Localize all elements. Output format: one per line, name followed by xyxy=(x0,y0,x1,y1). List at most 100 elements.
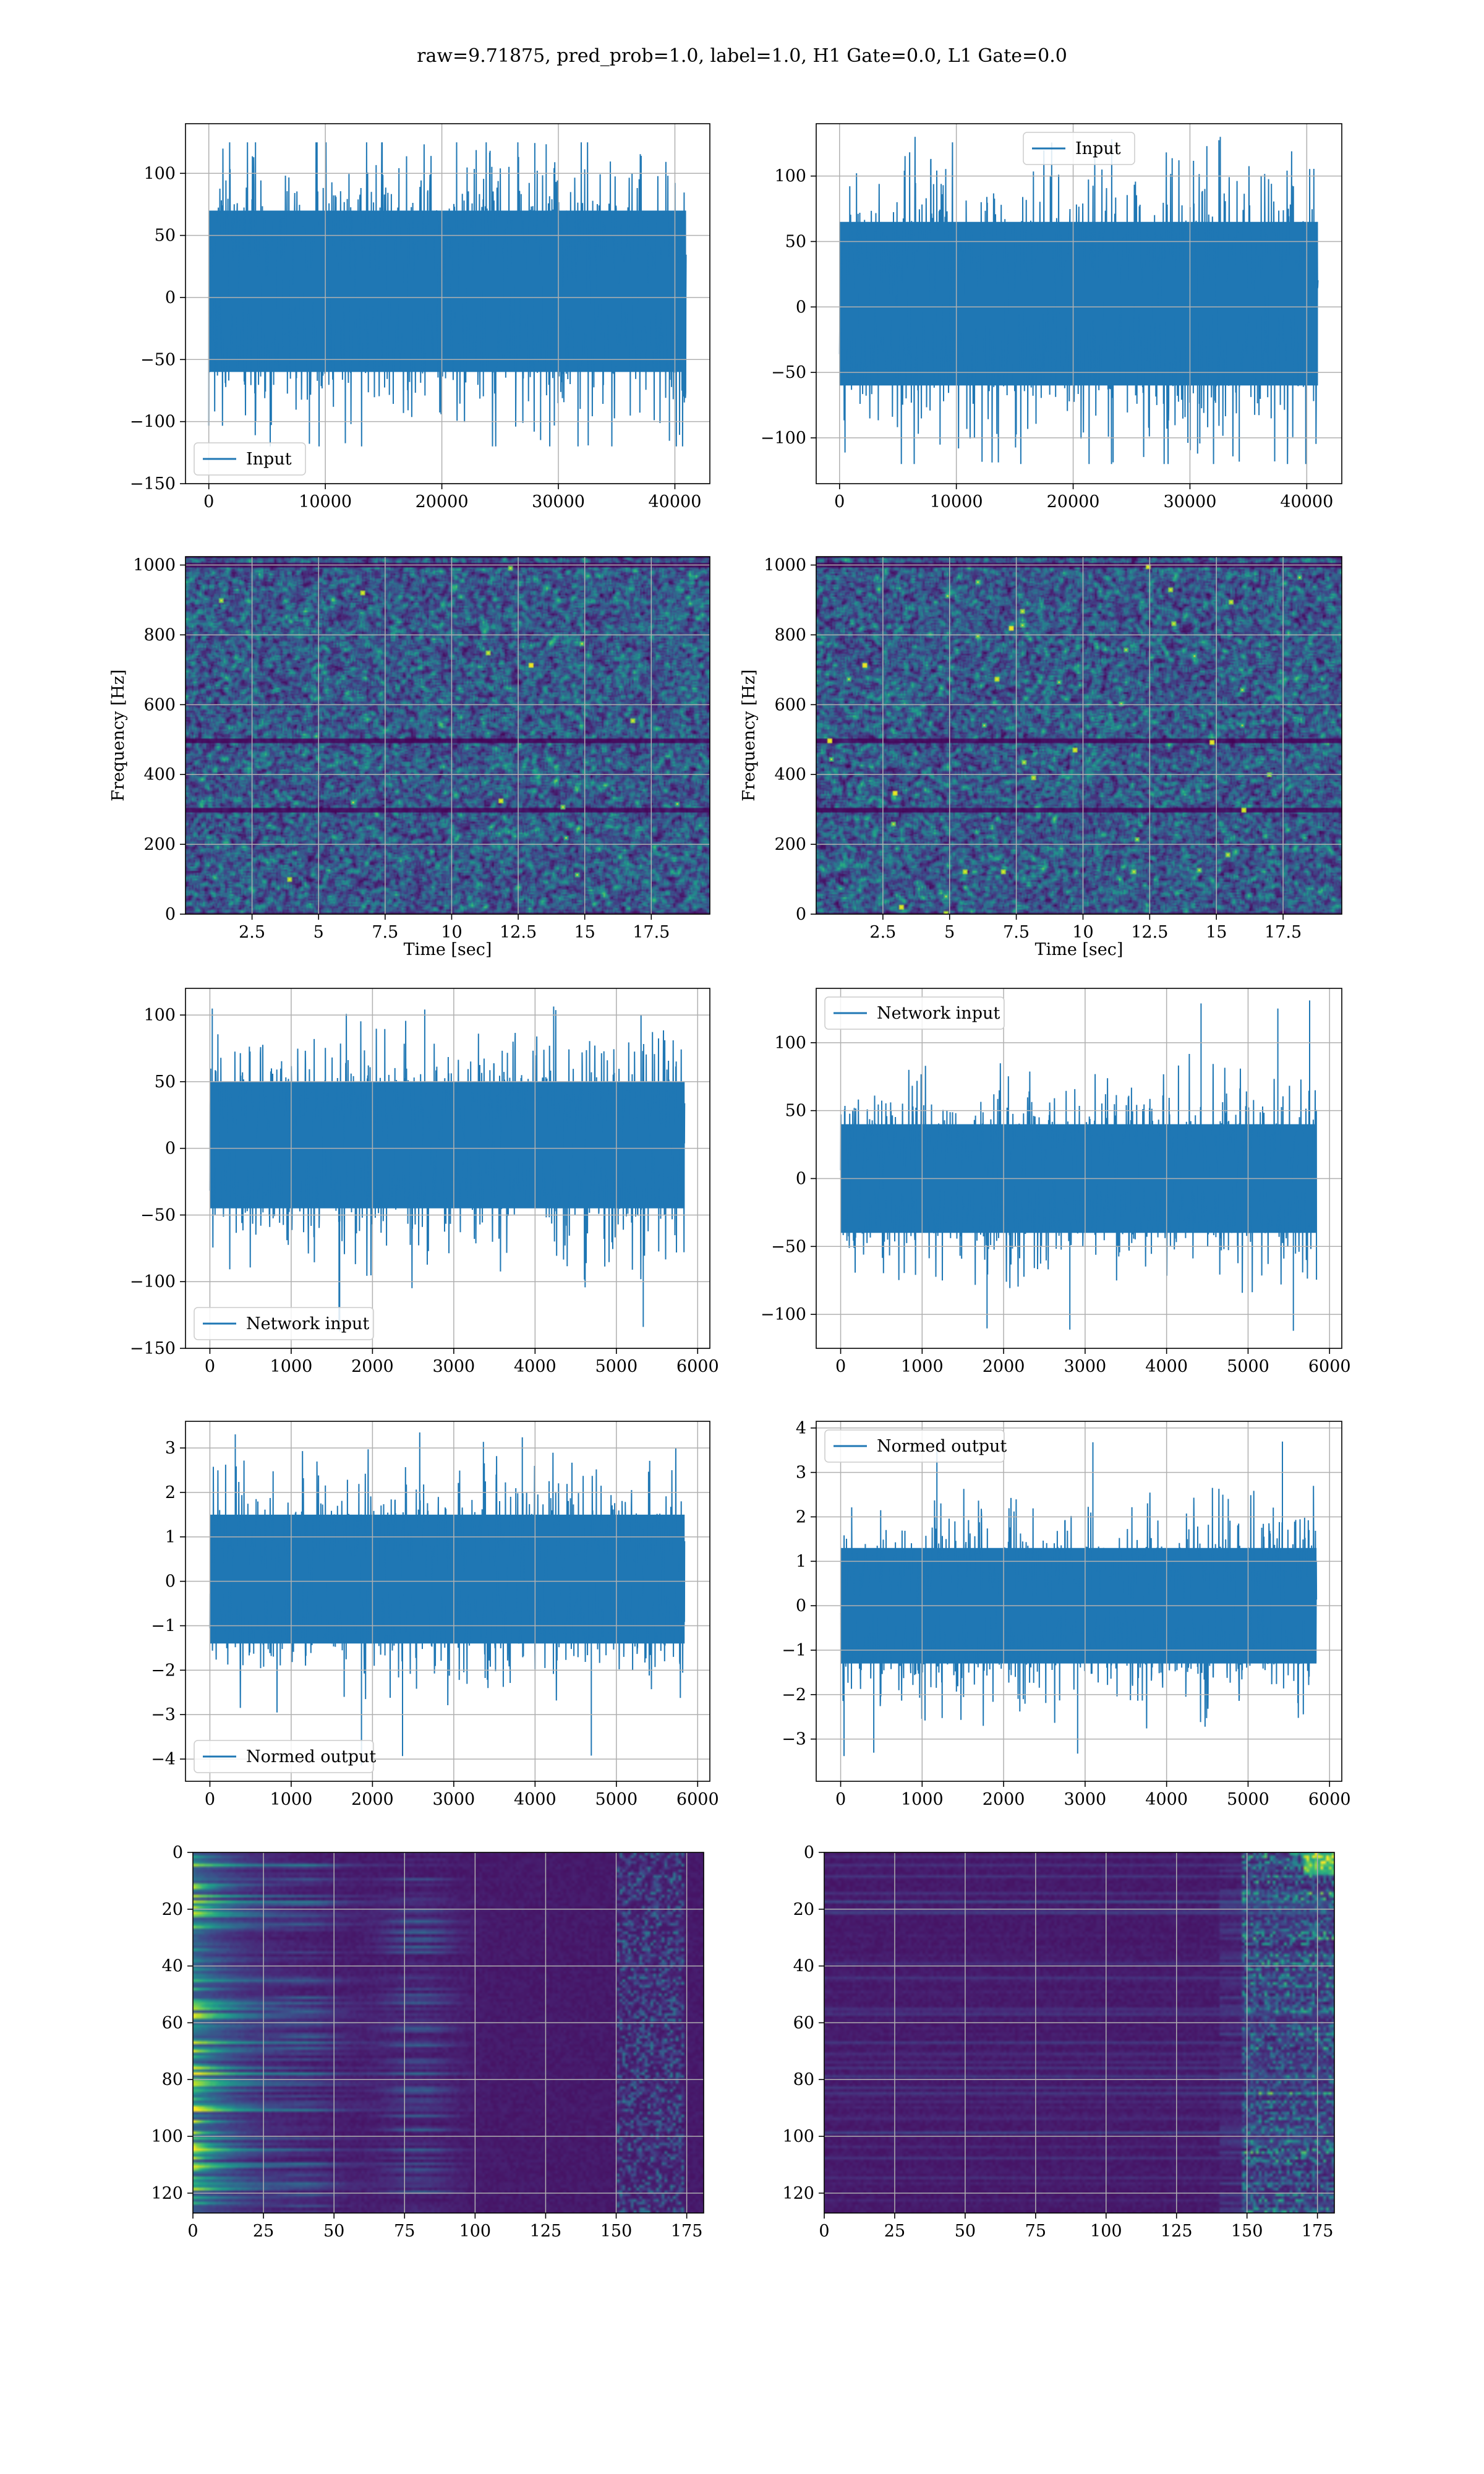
x-tick-label: 2000 xyxy=(983,1357,1025,1376)
x-tick-label: 30000 xyxy=(532,492,585,511)
y-tick-label: 0 xyxy=(796,1169,806,1188)
legend-label: Input xyxy=(246,450,292,469)
legend-box xyxy=(824,996,1005,1030)
x-tick-label: 2.5 xyxy=(869,923,896,942)
y-tick-label: 0 xyxy=(165,905,176,924)
x-tick-label: 50 xyxy=(323,2222,344,2241)
x-tick-label: 125 xyxy=(530,2222,562,2241)
x-tick-label: 1000 xyxy=(901,1357,944,1376)
y-tick-label: 0 xyxy=(165,1139,176,1158)
x-tick-label: 0 xyxy=(835,1357,846,1376)
y-tick-label: −150 xyxy=(130,1339,176,1358)
x-tick-label: 0 xyxy=(819,2222,829,2241)
y-tick-label: 800 xyxy=(774,625,806,644)
x-tick-label: 10 xyxy=(1072,923,1093,942)
axes-frame xyxy=(185,556,710,915)
y-tick-label: −50 xyxy=(140,350,176,369)
y-tick-label: 2 xyxy=(165,1483,176,1502)
legend-label: Normed output xyxy=(246,1747,376,1766)
signal-line xyxy=(838,137,1319,464)
x-tick-label: 20000 xyxy=(1047,492,1100,511)
x-tick-label: 6000 xyxy=(676,1790,719,1809)
x-tick-label: 10 xyxy=(441,923,462,942)
figure-title: raw=9.71875, pred_prob=1.0, label=1.0, H… xyxy=(417,45,1067,67)
x-tick-label: 12.5 xyxy=(1131,923,1168,942)
x-tick-label: 175 xyxy=(671,2222,703,2241)
y-tick-label: 200 xyxy=(143,835,176,854)
panel-row2-right: 2.5 5 7.5 10 12.5 15 17.5 0 200 400 600 800 1000 Time… xyxy=(740,556,1342,959)
y-tick-label: 100 xyxy=(774,1034,806,1053)
legend: Input xyxy=(1023,132,1135,165)
axes-frame xyxy=(824,1852,1335,2214)
x-tick-label: 6000 xyxy=(676,1357,719,1376)
axes-frame xyxy=(185,988,710,1349)
x-tick-label: 5 xyxy=(313,923,324,942)
x-tick-label: 175 xyxy=(1302,2222,1334,2241)
x-tick-label: 12.5 xyxy=(500,923,537,942)
y-tick-label: −50 xyxy=(140,1205,176,1225)
x-tick-label: 25 xyxy=(884,2222,905,2241)
signal-line xyxy=(209,1432,686,1766)
x-axis-label: Time [sec] xyxy=(404,940,492,959)
legend-box xyxy=(1023,132,1135,165)
signal-line xyxy=(840,1000,1318,1331)
y-tick-label: 120 xyxy=(151,2184,183,2203)
x-tick-label: 125 xyxy=(1161,2222,1193,2241)
panel-row4-left: 0 1000 2000 3000 4000 5000 6000 −4 −3 −2 −1 0 1 2 3 Nor… xyxy=(151,1421,719,1809)
heatmap-image xyxy=(186,557,710,914)
x-tick-label: 7.5 xyxy=(1003,923,1030,942)
x-tick-label: 3000 xyxy=(433,1790,475,1809)
y-tick-label: 40 xyxy=(793,1957,814,1976)
y-tick-label: 400 xyxy=(774,765,806,784)
y-tick-label: 2 xyxy=(796,1507,806,1526)
y-tick-label: 0 xyxy=(165,1572,176,1591)
panel-row4-right: 0 1000 2000 3000 4000 5000 6000 −3 −2 −1 0 1 2 3 4 Norm… xyxy=(782,1419,1350,1809)
y-tick-label: 0 xyxy=(796,297,806,317)
x-tick-label: 3000 xyxy=(1064,1790,1107,1809)
y-tick-label: 50 xyxy=(155,226,176,246)
y-tick-label: −100 xyxy=(761,429,806,448)
heatmap-image xyxy=(816,557,1342,914)
x-tick-label: 2000 xyxy=(351,1357,394,1376)
x-tick-label: 75 xyxy=(394,2222,415,2241)
y-tick-label: 80 xyxy=(162,2070,183,2089)
panel-row3-left: 0 1000 2000 3000 4000 5000 6000 −150 −100 −50 0 50 1… xyxy=(130,988,719,1376)
signal-line xyxy=(208,142,687,447)
y-tick-label: 0 xyxy=(804,1843,814,1862)
x-tick-label: 15 xyxy=(1206,923,1227,942)
x-tick-label: 5000 xyxy=(595,1790,638,1809)
x-tick-label: 17.5 xyxy=(1264,923,1302,942)
y-tick-label: 1 xyxy=(165,1528,176,1547)
axes-frame xyxy=(192,1852,704,2214)
y-tick-label: 40 xyxy=(162,1957,183,1976)
x-tick-label: 2000 xyxy=(983,1790,1025,1809)
x-tick-label: 4000 xyxy=(1145,1357,1188,1376)
y-tick-label: 400 xyxy=(143,765,176,784)
x-tick-label: 2000 xyxy=(351,1790,394,1809)
axes-frame xyxy=(816,123,1342,484)
x-tick-label: 100 xyxy=(1090,2222,1122,2241)
panel-row2-left: 2.5 5 7.5 10 12.5 15 17.5 0 200 400 600 800 1000 Time… xyxy=(109,556,710,959)
legend-box xyxy=(194,442,306,476)
y-tick-label: −150 xyxy=(130,474,176,494)
x-tick-label: 1000 xyxy=(901,1790,944,1809)
y-axis-label: Frequency [Hz] xyxy=(109,669,128,801)
y-tick-label: 0 xyxy=(796,905,806,924)
x-tick-label: 0 xyxy=(835,1790,846,1809)
x-tick-label: 10000 xyxy=(299,492,352,511)
x-tick-label: 17.5 xyxy=(633,923,670,942)
y-tick-label: −50 xyxy=(771,363,806,382)
y-tick-label: −3 xyxy=(151,1705,176,1724)
legend-label: Network input xyxy=(246,1314,369,1333)
x-tick-label: 6000 xyxy=(1308,1790,1351,1809)
y-tick-label: 100 xyxy=(143,164,176,183)
y-tick-label: 100 xyxy=(151,2127,183,2146)
x-tick-label: 5 xyxy=(944,923,955,942)
panel-row1-right: 0 10000 20000 30000 40000 −100 −50 0 50 100 Input xyxy=(761,123,1342,511)
legend-box xyxy=(824,1429,1005,1463)
y-tick-label: −2 xyxy=(782,1685,806,1705)
y-tick-label: 1000 xyxy=(133,556,176,575)
y-tick-label: −4 xyxy=(151,1750,176,1769)
y-tick-label: 600 xyxy=(774,695,806,714)
